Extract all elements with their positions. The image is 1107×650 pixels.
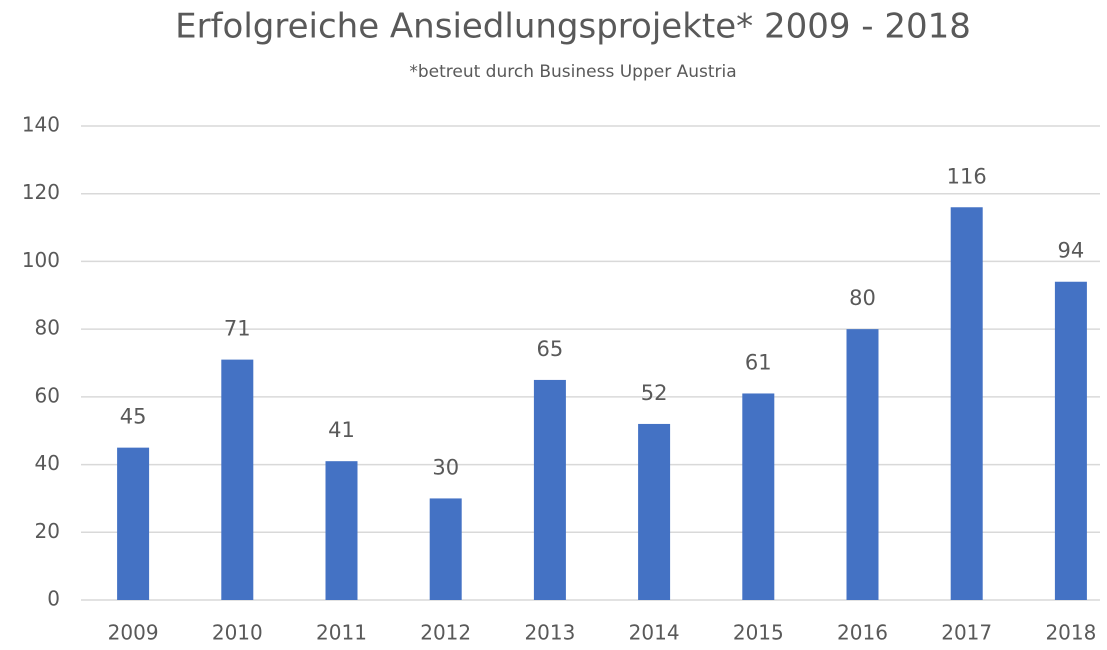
x-tick-label: 2009 xyxy=(108,621,159,645)
bar xyxy=(638,423,671,600)
data-label: 45 xyxy=(120,405,147,429)
data-label: 52 xyxy=(641,381,668,405)
chart-title: Erfolgreiche Ansiedlungsprojekte* 2009 -… xyxy=(175,7,971,47)
data-label: 71 xyxy=(224,317,251,341)
data-label: 30 xyxy=(432,455,459,479)
bar xyxy=(1054,281,1087,600)
y-tick-label: 20 xyxy=(35,519,60,543)
y-tick-label: 140 xyxy=(22,113,60,137)
y-tick-label: 120 xyxy=(22,180,60,204)
x-tick-label: 2011 xyxy=(316,621,367,645)
y-tick-label: 80 xyxy=(35,316,60,340)
x-tick-label: 2017 xyxy=(941,621,992,645)
data-label: 116 xyxy=(947,164,987,188)
bar xyxy=(429,498,462,600)
bar xyxy=(950,207,983,600)
bar xyxy=(533,379,566,600)
y-tick-label: 100 xyxy=(22,248,60,272)
bar xyxy=(846,329,879,600)
data-label: 61 xyxy=(745,350,772,374)
bar xyxy=(117,447,150,600)
x-tick-label: 2014 xyxy=(629,621,680,645)
x-tick-label: 2016 xyxy=(837,621,888,645)
x-tick-label: 2013 xyxy=(524,621,575,645)
bar xyxy=(742,393,775,600)
data-label: 41 xyxy=(328,418,355,442)
data-label: 80 xyxy=(849,286,876,310)
data-label: 94 xyxy=(1058,239,1085,263)
bar xyxy=(221,359,254,600)
chart-subtitle: *betreut durch Business Upper Austria xyxy=(409,62,736,82)
x-tick-label: 2012 xyxy=(420,621,471,645)
y-tick-label: 0 xyxy=(47,587,60,611)
bar xyxy=(325,461,358,600)
x-tick-label: 2015 xyxy=(733,621,784,645)
y-tick-label: 40 xyxy=(35,451,60,475)
x-tick-label: 2010 xyxy=(212,621,263,645)
y-tick-label: 60 xyxy=(35,383,60,407)
x-tick-label: 2018 xyxy=(1045,621,1096,645)
data-label: 65 xyxy=(537,337,564,361)
